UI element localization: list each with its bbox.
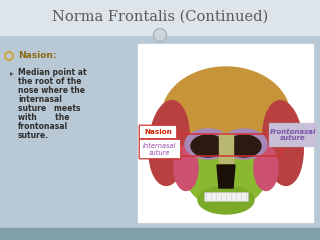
Ellipse shape [191, 135, 225, 157]
Text: frontonasal: frontonasal [18, 122, 68, 131]
Text: the root of the: the root of the [18, 77, 82, 86]
Ellipse shape [263, 101, 303, 185]
FancyBboxPatch shape [269, 123, 317, 147]
Ellipse shape [185, 138, 267, 208]
Bar [0, 0, 320, 35]
Ellipse shape [185, 129, 231, 159]
Ellipse shape [149, 101, 189, 185]
Text: Median point at: Median point at [18, 68, 87, 77]
Bar [171, 134, 281, 156]
Text: with       the: with the [18, 113, 69, 122]
Text: suture.: suture. [18, 131, 49, 140]
Ellipse shape [198, 186, 254, 214]
Circle shape [154, 29, 166, 42]
Text: ▸: ▸ [10, 68, 14, 77]
Text: Frontonasal
suture: Frontonasal suture [270, 128, 316, 142]
Text: nose where the: nose where the [18, 86, 85, 95]
Ellipse shape [221, 129, 267, 159]
Text: Nasion:: Nasion: [18, 52, 57, 60]
Bar [0, 228, 320, 240]
Text: internasal: internasal [18, 95, 62, 104]
Ellipse shape [162, 67, 290, 165]
Ellipse shape [227, 135, 261, 157]
Text: suture   meets: suture meets [18, 104, 81, 113]
Ellipse shape [174, 145, 198, 191]
FancyBboxPatch shape [139, 139, 181, 159]
Bar [219, 133, 233, 163]
FancyBboxPatch shape [139, 125, 177, 139]
Bar [204, 192, 248, 201]
Text: Nasion: Nasion [144, 130, 172, 136]
Polygon shape [217, 165, 235, 188]
Text: Norma Frontalis (Continued): Norma Frontalis (Continued) [52, 10, 268, 24]
Bar [138, 44, 313, 222]
Ellipse shape [254, 145, 278, 191]
Text: Internasal
suture: Internasal suture [143, 143, 177, 156]
